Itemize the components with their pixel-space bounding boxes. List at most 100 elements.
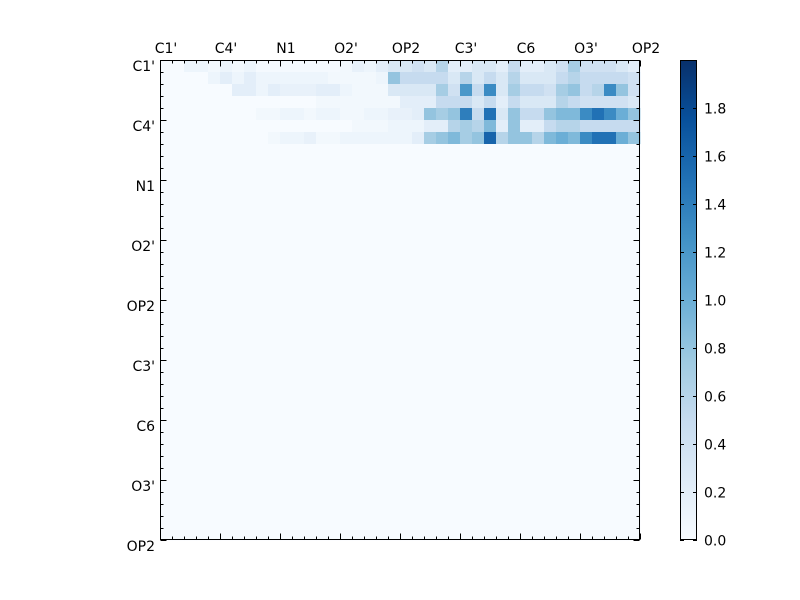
heatmap-cell [580, 420, 593, 433]
heatmap-cell [256, 180, 269, 193]
heatmap-cell [556, 372, 569, 385]
heatmap-cell [244, 252, 257, 265]
heatmap-cell [364, 72, 377, 85]
heatmap-cell [592, 528, 605, 541]
heatmap-cell [580, 180, 593, 193]
heatmap-cell [472, 204, 485, 217]
heatmap-cell [256, 396, 269, 409]
heatmap-cell [568, 396, 581, 409]
heatmap-cell [340, 336, 353, 349]
heatmap-cell [256, 432, 269, 445]
heatmap-cell [352, 492, 365, 505]
heatmap-cell [460, 288, 473, 301]
heatmap-cell [196, 120, 209, 133]
heatmap-cell [364, 108, 377, 121]
heatmap-cell [484, 288, 497, 301]
heatmap-cell [508, 504, 521, 517]
heatmap-cell [160, 252, 173, 265]
heatmap-cell [604, 384, 617, 397]
heatmap-cell [340, 120, 353, 133]
heatmap-cell [532, 336, 545, 349]
heatmap-cell [400, 480, 413, 493]
heatmap-cell [196, 312, 209, 325]
heatmap-cell [364, 228, 377, 241]
heatmap-cell [364, 96, 377, 109]
heatmap-cell [460, 132, 473, 145]
heatmap-cell [280, 468, 293, 481]
heatmap-cell [616, 372, 629, 385]
heatmap-cell [172, 432, 185, 445]
heatmap-cell [232, 324, 245, 337]
heatmap-cell [544, 300, 557, 313]
heatmap-cell [268, 216, 281, 229]
heatmap-cell [256, 420, 269, 433]
heatmap-cell [628, 228, 641, 241]
heatmap-cell [160, 348, 173, 361]
heatmap-cell [208, 156, 221, 169]
heatmap-cell [244, 180, 257, 193]
heatmap-cell [256, 456, 269, 469]
heatmap-cell [628, 456, 641, 469]
heatmap-cell [280, 444, 293, 457]
heatmap-cell [328, 492, 341, 505]
heatmap-cell [292, 276, 305, 289]
heatmap-cell [532, 204, 545, 217]
heatmap-cell [508, 420, 521, 433]
heatmap-cell [364, 504, 377, 517]
heatmap-cell [268, 276, 281, 289]
heatmap-cell [316, 132, 329, 145]
heatmap-cell [448, 372, 461, 385]
heatmap-cell [616, 444, 629, 457]
heatmap-cell [556, 492, 569, 505]
heatmap-cell [616, 384, 629, 397]
heatmap-cell [544, 492, 557, 505]
heatmap-cell [268, 132, 281, 145]
heatmap-cell [532, 480, 545, 493]
heatmap-cell [520, 216, 533, 229]
heatmap-cell [256, 84, 269, 97]
heatmap-cell [328, 240, 341, 253]
heatmap-cell [340, 252, 353, 265]
heatmap-cell [208, 444, 221, 457]
heatmap-cell [220, 444, 233, 457]
heatmap-cell [220, 360, 233, 373]
heatmap-cell [448, 480, 461, 493]
heatmap-cell [496, 468, 509, 481]
heatmap-cell [436, 132, 449, 145]
heatmap-cell [388, 60, 401, 73]
heatmap-cell [604, 60, 617, 73]
heatmap-cell [448, 336, 461, 349]
heatmap-cell [400, 156, 413, 169]
heatmap-cell [268, 504, 281, 517]
heatmap-cell [484, 480, 497, 493]
heatmap-cell [484, 456, 497, 469]
heatmap-cell [592, 192, 605, 205]
heatmap-cell [412, 180, 425, 193]
heatmap-cell [256, 300, 269, 313]
heatmap-cell [280, 216, 293, 229]
heatmap-cell [376, 492, 389, 505]
heatmap-cell [328, 528, 341, 541]
heatmap-cell [484, 156, 497, 169]
heatmap-cell [472, 168, 485, 181]
heatmap-cell [172, 312, 185, 325]
heatmap-cell [340, 504, 353, 517]
heatmap-cell [388, 528, 401, 541]
heatmap-cell [196, 300, 209, 313]
heatmap-cell [616, 432, 629, 445]
heatmap-cell [268, 408, 281, 421]
heatmap-cell [604, 516, 617, 529]
colorbar-tick-label: 1.0 [704, 294, 726, 310]
heatmap-cell [364, 192, 377, 205]
heatmap-cell [304, 132, 317, 145]
heatmap-cell [292, 84, 305, 97]
heatmap-cell [292, 408, 305, 421]
heatmap-cell [412, 228, 425, 241]
heatmap-cell [472, 528, 485, 541]
heatmap-cell [268, 372, 281, 385]
heatmap-cell [568, 96, 581, 109]
heatmap-cell [616, 288, 629, 301]
heatmap-cell [388, 456, 401, 469]
heatmap-cell [364, 432, 377, 445]
heatmap-cell [244, 144, 257, 157]
